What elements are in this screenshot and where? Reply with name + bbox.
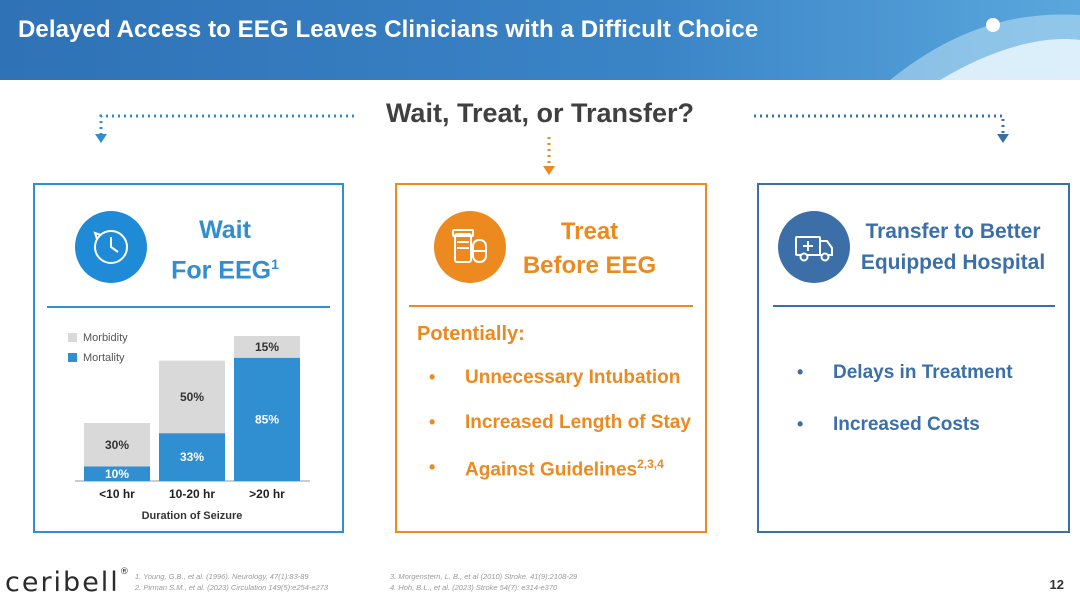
data-label-mortality-0: 10% [105,467,129,481]
bar-mortality-2 [234,357,300,481]
bar-mortality-0 [84,466,150,481]
transfer-divider [773,305,1055,307]
legend-label-mortality: Mortality [83,352,125,364]
data-label-morbidity-0: 30% [105,438,129,452]
data-label-mortality-2: 85% [255,412,279,426]
bar-morbidity-2 [234,336,300,358]
wait-title-sup: 1 [271,256,279,272]
arrow-center-icon [543,166,555,175]
x-tick-label-0: <10 hr [99,487,135,501]
treat-bullet: • Increased Length of Stay [429,412,691,433]
data-label-mortality-1: 33% [180,450,204,464]
treat-title: Treat Before EEG [507,215,672,283]
reference-item: 3. Morgenstern, L. B., et al (2010) Stro… [390,572,578,581]
question-heading: Wait, Treat, or Transfer? [385,98,695,128]
clock-icon [75,211,147,283]
medication-icon [434,211,506,283]
x-axis-label: Duration of Seizure [142,510,243,522]
legend-swatch-mortality [68,353,77,362]
bullet-dot-icon: • [429,412,436,432]
references-left: 1. Young, G.B., et al. (1996). Neurology… [135,571,328,593]
transfer-title: Transfer to Better Equipped Hospital [854,216,1052,278]
bar-morbidity-1 [159,360,225,434]
transfer-title-line2: Equipped Hospital [860,251,1046,274]
reference-item: 1. Young, G.B., et al. (1996). Neurology… [135,572,309,581]
ambulance-icon [778,211,850,283]
reference-item: 4. Hoh, B.L., et al. (2023) Stroke 54(7)… [390,583,558,592]
transfer-title-line1: Transfer to Better [865,220,1041,243]
connector-right [754,114,1005,136]
decorative-wave [890,14,1080,80]
registered-mark: ® [119,567,129,577]
treat-divider [409,305,693,307]
slide-title: Delayed Access to EEG Leaves Clinicians … [18,16,759,43]
title-bar: Delayed Access to EEG Leaves Clinicians … [0,0,1080,80]
treat-bullet-sup: 2,3,4 [637,457,664,471]
treat-subtitle: Potentially: [417,323,525,345]
treat-card: Treat Before EEG Potentially: • Unnecessa… [395,183,707,533]
transfer-bullet-list: • Delays in Treatment • Increased Costs [797,362,1013,466]
bullet-dot-icon: • [429,457,436,477]
data-label-morbidity-1: 50% [180,390,204,404]
reference-item: 2. Pirman S.M., et al. (2023) Circulatio… [135,583,329,592]
treat-title-line1: Treat [560,218,619,245]
treat-bullet: • Against Guidelines2,3,4 [429,457,664,481]
ceribell-logo: ceribell® [5,567,129,598]
bar-mortality-1 [159,433,225,481]
bar-morbidity-0 [84,423,150,467]
seizure-chart: Morbidity Mortality 10% 30% <10 hr 33% 50% 10… [68,332,310,522]
page-number: 12 [1049,577,1064,592]
bullet-dot-icon: • [797,362,804,382]
transfer-card: Transfer to Better Equipped Hospital • De… [757,183,1070,533]
wait-title: Wait For EEG1 [165,213,285,287]
legend-swatch-morbidity [68,333,77,342]
x-tick-label-2: >20 hr [249,487,285,501]
wait-card: Wait For EEG1 Morbidity Mortality 10% 30%… [33,183,344,533]
connector-left [99,114,354,136]
arrow-left-icon [95,134,107,143]
decorative-dot [986,18,1000,32]
connector-arrows [95,114,1009,175]
x-tick-label-1: 10-20 hr [169,487,215,501]
transfer-bullet: • Increased Costs [797,414,980,435]
treat-bullet-list: • Unnecessary Intubation • Increased Lengt… [429,367,691,502]
arrow-right-icon [997,134,1009,143]
data-label-morbidity-2: 15% [255,340,279,354]
treat-bullet: • Unnecessary Intubation [429,367,681,388]
bullet-dot-icon: • [429,367,436,387]
treat-title-line2: Before EEG [522,252,657,279]
wait-divider [47,306,330,308]
wait-title-line1: Wait [199,216,251,244]
references-right: 3. Morgenstern, L. B., et al (2010) Stro… [390,571,577,593]
transfer-bullet: • Delays in Treatment [797,362,1013,383]
wait-title-line2: For EEG [171,256,272,285]
bullet-dot-icon: • [797,414,804,434]
legend-label-morbidity: Morbidity [83,332,128,344]
